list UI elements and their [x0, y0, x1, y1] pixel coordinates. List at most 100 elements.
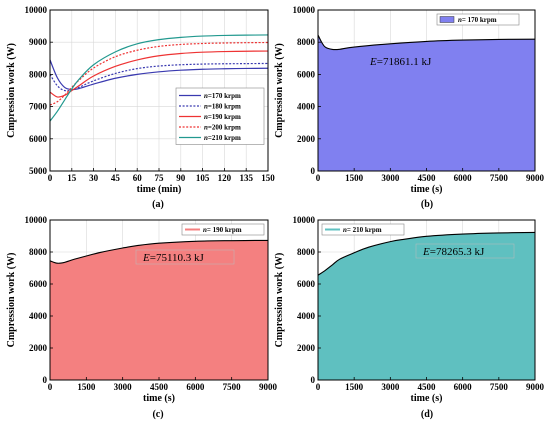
- energy-value: E=71861.1 kJ: [369, 56, 432, 68]
- x-tick-label: 6000: [454, 382, 473, 392]
- legend-entry-symbol: n: [343, 226, 347, 234]
- x-tick-label: 7500: [223, 382, 242, 392]
- x-tick-label: 60: [133, 173, 143, 183]
- y-tick-label: 2000: [29, 343, 48, 353]
- y-tick-label: 10000: [25, 5, 48, 15]
- area-line-d: [317, 231, 536, 276]
- x-tick-label: 1500: [345, 382, 364, 392]
- legend-entry-symbol: n: [204, 92, 208, 100]
- panel-label: (c): [152, 409, 163, 420]
- legend-box: [181, 223, 265, 236]
- x-tick-label: 120: [218, 173, 232, 183]
- x-tick-label: 15: [67, 173, 77, 183]
- legend-entry-value: =170 krpm: [208, 92, 241, 100]
- energy-annotation-box: [135, 249, 235, 265]
- legend-swatch: [439, 16, 455, 23]
- legend-entry-symbol: n: [204, 124, 208, 132]
- panel-label: (b): [421, 199, 433, 210]
- legend-entry-value: =200 krpm: [208, 124, 241, 132]
- legend-entry-value: = 190 krpm: [207, 226, 242, 234]
- x-tick-label: 4500: [418, 382, 437, 392]
- y-tick-label: 6000: [297, 69, 316, 79]
- legend-entry: n= 210 krpm: [343, 226, 382, 234]
- x-tick-label: 0: [316, 382, 321, 392]
- x-tick-label: 135: [239, 173, 253, 183]
- series-line-170: [49, 59, 269, 91]
- legend-box: [436, 13, 520, 26]
- series-line-210: [49, 34, 269, 122]
- x-tick-label: 0: [316, 173, 321, 183]
- y-axis-label: Cmpression work (W): [274, 43, 285, 138]
- legend-entry-value: = 210 krpm: [347, 226, 382, 234]
- x-axis-label: time (s): [411, 184, 443, 195]
- panel-label: (d): [421, 409, 433, 420]
- y-tick-label: 7000: [29, 102, 48, 112]
- x-tick-label: 75: [155, 173, 165, 183]
- x-axis-label: time (s): [411, 393, 443, 404]
- x-axis-label: time (min): [137, 184, 182, 195]
- x-tick-label: 9000: [526, 173, 545, 183]
- energy-annotation: E=71861.1 kJ: [369, 56, 432, 68]
- chart-panel-c: 0 1500 3000 4500 6000 7500 9000 0 2000 4000 6000 80…: [6, 215, 278, 420]
- area-fill-b: [318, 34, 535, 172]
- legend-entry: n=210 krpm: [204, 134, 241, 142]
- x-tick-label: 150: [261, 173, 275, 183]
- x-tick-label: 1500: [77, 382, 96, 392]
- y-tick-label: 8000: [297, 247, 316, 257]
- energy-symbol: E: [422, 246, 430, 258]
- x-tick-label: 7500: [490, 382, 509, 392]
- x-tick-label: 3000: [381, 173, 400, 183]
- y-tick-label: 8000: [297, 37, 316, 47]
- panel-label: (a): [152, 199, 164, 210]
- x-tick-label: 1500: [345, 173, 364, 183]
- y-tick-label: 4000: [29, 311, 48, 321]
- legend-entry-symbol: n: [204, 134, 208, 142]
- y-tick-label: 5000: [29, 166, 48, 176]
- energy-amount: =71861.1 kJ: [377, 56, 432, 68]
- y-axis-label: Cmpression work (W): [6, 43, 17, 138]
- x-tick-label: 90: [176, 173, 186, 183]
- legend-entry-symbol: n: [203, 226, 207, 234]
- energy-amount: =78265.3 kJ: [430, 246, 485, 258]
- x-tick-label: 4500: [418, 173, 437, 183]
- series-line-180: [49, 62, 269, 92]
- legend-entry-value: =190 krpm: [208, 113, 241, 121]
- legend-entry-symbol: n: [204, 113, 208, 121]
- legend-entry: n=180 krpm: [204, 103, 241, 111]
- chart-panel-d: 0 1500 3000 4500 6000 7500 9000 0 2000 4000 6000 80…: [274, 215, 545, 420]
- y-tick-label: 6000: [297, 279, 316, 289]
- y-tick-label: 8000: [29, 69, 48, 79]
- area-fill-d: [318, 232, 535, 380]
- y-tick-label: 10000: [293, 215, 316, 225]
- legend-entry: n= 190 krpm: [203, 226, 242, 234]
- legend: n= 190 krpm: [181, 223, 265, 236]
- series-line-200: [49, 41, 269, 106]
- energy-symbol: E: [369, 56, 377, 68]
- legend-entry: n=190 krpm: [204, 113, 241, 121]
- x-tick-label: 3000: [381, 382, 400, 392]
- x-tick-label: 30: [89, 173, 99, 183]
- legend-entry-symbol: n: [204, 103, 208, 111]
- x-tick-label: 4500: [150, 382, 169, 392]
- y-tick-label: 10000: [293, 5, 316, 15]
- x-tick-label: 0: [48, 173, 53, 183]
- energy-annotation: E=78265.3 kJ: [415, 243, 515, 259]
- area-fill-c: [50, 240, 268, 380]
- legend-entry: n=170 krpm: [204, 92, 241, 100]
- legend-entry-value: =180 krpm: [208, 103, 241, 111]
- y-tick-label: 6000: [29, 134, 48, 144]
- energy-value: E=78265.3 kJ: [422, 246, 485, 258]
- energy-value: E=75110.3 kJ: [142, 252, 205, 264]
- energy-amount: =75110.3 kJ: [150, 252, 205, 264]
- energy-symbol: E: [142, 252, 150, 264]
- energy-annotation: E=75110.3 kJ: [135, 249, 235, 265]
- y-tick-label: 0: [311, 166, 316, 176]
- chart-panel-a: 0 15 30 45 60 75 90 105 120 135 150 5000 6000 7000 800…: [6, 5, 275, 210]
- legend: n= 210 krpm: [321, 223, 405, 236]
- legend-entry-symbol: n: [458, 16, 462, 24]
- x-tick-label: 105: [196, 173, 210, 183]
- legend-entry-value: =210 krpm: [208, 134, 241, 142]
- legend: n= 170 krpm: [436, 13, 520, 26]
